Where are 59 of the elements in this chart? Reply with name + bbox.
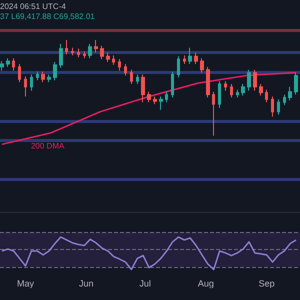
candlestick: [24, 76, 27, 97]
candlestick: [124, 63, 127, 76]
candlestick: [218, 80, 221, 108]
candlestick: [106, 52, 110, 63]
candlestick: [53, 62, 57, 81]
text: 2024 06:51 UTC-4: [0, 2, 66, 11]
candlestick: [94, 40, 98, 53]
candlestick: [0, 60, 4, 72]
text: 37 L69,417.88 C69,582.01: [0, 12, 95, 21]
candlestick: [88, 43, 92, 59]
candlestick: [30, 74, 33, 92]
candlestick: [247, 69, 251, 92]
candlestick: [153, 96, 157, 105]
series-label: 200 DMA: [30, 141, 65, 150]
candlestick: [183, 54, 186, 64]
candlestick: [177, 56, 180, 78]
x-tick-label: Jun: [79, 278, 94, 288]
candlestick: [147, 91, 151, 103]
candlestick: [18, 63, 21, 83]
candlestick: [206, 66, 210, 98]
candlestick: [100, 45, 104, 60]
candlestick: [136, 74, 139, 85]
candlestick: [200, 58, 204, 74]
candlestick: [112, 54, 115, 66]
candlestick: [171, 71, 174, 98]
candlestick: [47, 74, 51, 83]
candlestick: [230, 84, 233, 98]
x-tick-label: Aug: [198, 278, 214, 288]
candlestick: [277, 98, 280, 116]
candlestick: [41, 71, 45, 83]
candlestick: [83, 51, 86, 59]
candlestick: [71, 47, 74, 56]
candlestick: [12, 58, 15, 72]
candlestick: [241, 84, 245, 96]
candlestick: [59, 43, 63, 68]
candlestick: [259, 84, 263, 96]
candlestick: [77, 48, 80, 58]
candlestick: [159, 96, 163, 110]
candlestick: [294, 72, 298, 96]
candlestick: [271, 96, 274, 118]
candlestick: [130, 69, 133, 85]
candlestick: [6, 58, 10, 68]
candlestick: [194, 52, 198, 64]
candlestick: [188, 47, 192, 64]
x-tick-label: Jul: [139, 278, 151, 288]
candlestick: [224, 80, 227, 92]
x-tick-label: May: [16, 278, 34, 288]
candlestick: [265, 89, 268, 103]
candlestick: [288, 86, 292, 101]
candlestick: [118, 58, 121, 72]
candlestick: [165, 91, 168, 103]
candlestick: [36, 71, 39, 81]
candlestick: [65, 40, 68, 55]
candlestick: [253, 69, 257, 92]
candlestick: [141, 74, 145, 103]
candlestick: [212, 91, 215, 136]
candlestick: [236, 89, 239, 98]
x-tick-label: Sep: [258, 278, 275, 288]
candlestick: [283, 94, 286, 106]
